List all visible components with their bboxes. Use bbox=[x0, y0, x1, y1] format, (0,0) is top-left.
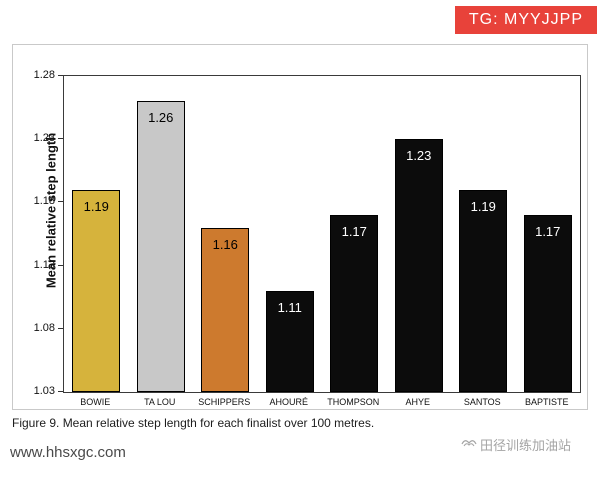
x-tick-label: BOWIE bbox=[80, 397, 111, 407]
bar-schippers: 1.16 bbox=[201, 227, 250, 392]
chart-figure: Mean relative step length 1.03 1.08 1.13 1.… bbox=[12, 44, 588, 453]
x-tick-label: AHYE bbox=[405, 397, 430, 407]
x-tick-label: SCHIPPERS bbox=[198, 397, 251, 407]
bar-bowie: 1.19 bbox=[72, 189, 121, 392]
plot-area: 1.19 1.26 1.16 1.11 1.17 1.23 1.19 1.17 bbox=[63, 75, 581, 393]
y-tick-label: 1.23 bbox=[33, 132, 55, 145]
bar-ta-lou: 1.26 bbox=[136, 101, 185, 392]
bar-value-label: 1.11 bbox=[277, 299, 302, 315]
bar-ahye: 1.23 bbox=[394, 139, 443, 392]
wings-logo-icon bbox=[461, 437, 477, 452]
bar-value-label: 1.26 bbox=[148, 110, 174, 126]
x-tick-label: AHOURÉ bbox=[269, 397, 308, 407]
watermark: 田径训练加油站 bbox=[461, 435, 571, 454]
y-tick-mark bbox=[58, 75, 63, 76]
y-tick-mark bbox=[58, 201, 63, 203]
y-tick-mark bbox=[58, 264, 63, 266]
y-tick-label: 1.03 bbox=[33, 385, 55, 397]
bar-santos: 1.19 bbox=[459, 189, 508, 392]
y-tick-mark bbox=[58, 138, 63, 140]
y-tick-label: 1.18 bbox=[33, 195, 55, 208]
y-tick-mark bbox=[58, 391, 63, 392]
bar-value-label: 1.19 bbox=[470, 198, 496, 214]
y-tick-label: 1.08 bbox=[33, 321, 55, 334]
bar-value-label: 1.17 bbox=[535, 224, 561, 240]
y-tick-mark bbox=[58, 327, 63, 329]
y-tick-label: 1.28 bbox=[33, 69, 55, 81]
bar-baptiste: 1.17 bbox=[523, 215, 572, 392]
figure-caption: Figure 9. Mean relative step length for … bbox=[12, 416, 375, 430]
y-tick-label: 1.13 bbox=[33, 258, 55, 271]
telegram-badge: TG: MYYJJPP bbox=[454, 6, 597, 34]
bar-value-label: 1.19 bbox=[83, 198, 109, 214]
x-tick-label: BAPTISTE bbox=[524, 397, 569, 407]
watermark-text: 田径训练加油站 bbox=[480, 438, 572, 453]
x-tick-label: THOMPSON bbox=[327, 397, 380, 407]
bar-ahouré: 1.11 bbox=[265, 290, 314, 392]
site-url: www.hhsxgc.com bbox=[10, 444, 126, 461]
x-tick-label: TA LOU bbox=[144, 397, 176, 407]
bar-thompson: 1.17 bbox=[330, 215, 379, 392]
bar-value-label: 1.17 bbox=[341, 224, 367, 240]
bar-value-label: 1.16 bbox=[212, 236, 238, 252]
x-tick-label: SANTOS bbox=[463, 397, 501, 407]
bar-value-label: 1.23 bbox=[406, 148, 432, 164]
